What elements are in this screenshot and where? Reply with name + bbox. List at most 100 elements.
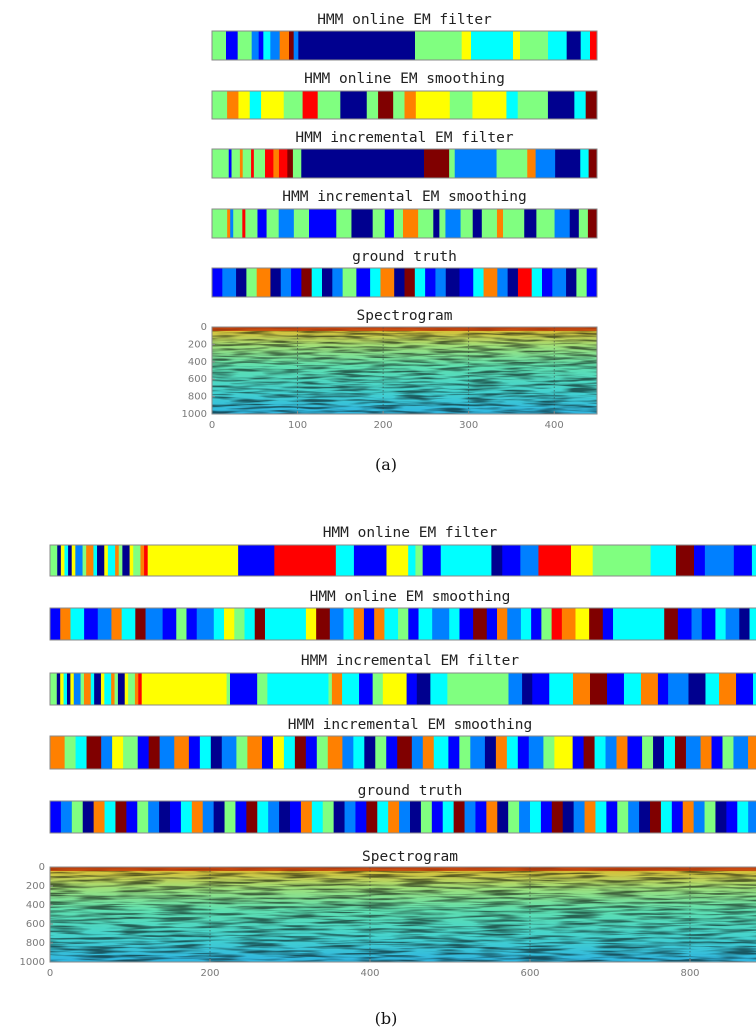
x-tick-label: 300 bbox=[459, 420, 478, 431]
state-segment bbox=[677, 608, 692, 640]
state-segment bbox=[117, 673, 126, 705]
state-segment bbox=[279, 31, 290, 60]
state-segment bbox=[513, 31, 521, 60]
state-segment bbox=[733, 736, 749, 769]
state-segment bbox=[268, 801, 280, 833]
state-segment bbox=[100, 673, 105, 705]
state-segment bbox=[86, 545, 94, 576]
state-segment bbox=[602, 608, 614, 640]
state-segment bbox=[309, 209, 337, 238]
state-segment bbox=[94, 673, 102, 705]
state-segment bbox=[668, 673, 689, 705]
y-tick-label: 200 bbox=[26, 881, 45, 892]
state-segment bbox=[66, 673, 71, 705]
state-segment bbox=[594, 736, 606, 769]
state-segment bbox=[748, 736, 756, 769]
state-segment bbox=[50, 545, 58, 576]
state-segment bbox=[280, 268, 292, 297]
state-segment bbox=[572, 736, 584, 769]
state-segment bbox=[293, 209, 310, 238]
state-segment bbox=[114, 673, 119, 705]
state-segment bbox=[527, 149, 537, 178]
strip-title: HMM online EM smoothing bbox=[304, 71, 505, 87]
state-segment bbox=[715, 608, 727, 640]
state-segment bbox=[530, 801, 542, 833]
state-segment bbox=[475, 801, 487, 833]
state-segment bbox=[583, 736, 595, 769]
state-segment bbox=[650, 545, 677, 576]
state-segment bbox=[399, 801, 411, 833]
spectrogram-top-band bbox=[212, 327, 597, 331]
state-segment bbox=[606, 801, 618, 833]
state-segment bbox=[574, 91, 587, 119]
state-segment bbox=[247, 736, 263, 769]
state-segment bbox=[590, 31, 598, 60]
state-segment bbox=[244, 608, 256, 640]
strip-title: HMM online EM filter bbox=[323, 525, 498, 541]
state-segment bbox=[650, 801, 662, 833]
state-segment bbox=[159, 736, 175, 769]
state-segment bbox=[267, 673, 329, 705]
state-segment bbox=[60, 608, 71, 640]
state-segment bbox=[459, 736, 471, 769]
state-segment bbox=[212, 209, 228, 238]
state-segment bbox=[541, 608, 553, 640]
state-segment bbox=[552, 268, 567, 297]
state-segment bbox=[140, 545, 145, 576]
state-segment bbox=[433, 209, 440, 238]
state-segment bbox=[380, 268, 395, 297]
strip-title: HMM online EM filter bbox=[317, 12, 492, 28]
state-segment bbox=[298, 31, 416, 60]
state-segment bbox=[551, 801, 564, 833]
strip-frame bbox=[49, 735, 756, 770]
state-segment bbox=[111, 608, 123, 640]
state-segment bbox=[439, 209, 446, 238]
state-segment bbox=[499, 149, 528, 178]
spectrogram-frame bbox=[211, 326, 598, 415]
state-segment bbox=[449, 149, 456, 178]
state-segment bbox=[422, 736, 435, 769]
state-segment bbox=[292, 149, 302, 178]
state-segment bbox=[483, 268, 498, 297]
state-segment bbox=[704, 545, 735, 576]
state-segment bbox=[336, 209, 352, 238]
state-segment bbox=[68, 545, 73, 576]
state-segment bbox=[82, 801, 95, 833]
state-segment bbox=[274, 545, 337, 576]
strip-title: HMM incremental EM filter bbox=[301, 653, 520, 669]
state-segment bbox=[97, 608, 112, 640]
state-segment bbox=[394, 268, 405, 297]
state-segment bbox=[239, 149, 244, 178]
state-segment bbox=[517, 268, 533, 297]
state-segment bbox=[566, 268, 577, 297]
state-segment bbox=[63, 673, 68, 705]
y-tick-label: 1000 bbox=[182, 409, 207, 420]
state-segment bbox=[101, 736, 113, 769]
state-segment bbox=[104, 673, 112, 705]
state-segment bbox=[397, 736, 413, 769]
state-segment bbox=[104, 545, 109, 576]
state-segment bbox=[283, 91, 303, 119]
state-segment bbox=[147, 545, 239, 576]
state-segment bbox=[305, 736, 318, 769]
state-segment bbox=[617, 801, 629, 833]
strip-title: HMM incremental EM smoothing bbox=[288, 717, 532, 733]
state-segment bbox=[294, 736, 307, 769]
state-segment bbox=[80, 673, 85, 705]
state-segment bbox=[64, 736, 76, 769]
state-segment bbox=[616, 736, 628, 769]
subfigure-caption: (b) bbox=[375, 1009, 398, 1028]
state-segment bbox=[97, 545, 105, 576]
state-segment bbox=[388, 801, 400, 833]
state-segment bbox=[128, 673, 136, 705]
state-segment bbox=[180, 801, 193, 833]
state-segment bbox=[50, 673, 58, 705]
state-segment bbox=[104, 801, 116, 833]
state-segment bbox=[739, 608, 750, 640]
state-segment bbox=[569, 209, 580, 238]
state-segment bbox=[56, 673, 61, 705]
state-segment bbox=[503, 209, 525, 238]
state-segment bbox=[236, 736, 248, 769]
state-segment bbox=[406, 673, 418, 705]
